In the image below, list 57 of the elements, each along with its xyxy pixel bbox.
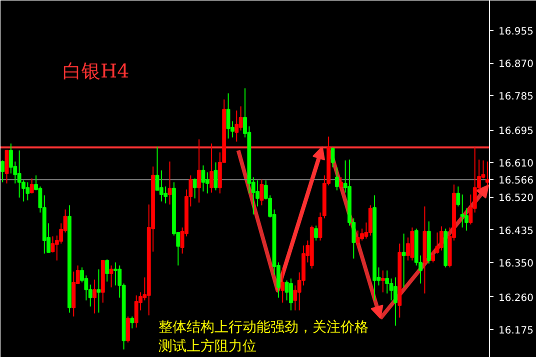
candlestick bbox=[109, 264, 114, 288]
candlestick bbox=[460, 194, 464, 228]
candlestick bbox=[155, 146, 160, 191]
candlestick bbox=[96, 268, 101, 314]
candlestick bbox=[30, 178, 34, 194]
candlestick bbox=[50, 236, 55, 253]
y-tick-label: 16.695 bbox=[498, 126, 534, 138]
candlestick bbox=[334, 166, 339, 191]
candlestick bbox=[4, 150, 9, 184]
y-tick-label: 16.260 bbox=[498, 292, 534, 304]
candlestick bbox=[318, 212, 322, 242]
candlestick bbox=[192, 178, 197, 199]
candlestick bbox=[389, 278, 394, 301]
candlestick bbox=[197, 138, 201, 204]
candlestick bbox=[234, 110, 239, 142]
candlestick bbox=[168, 161, 172, 205]
candlestick bbox=[210, 143, 214, 194]
candlestick bbox=[205, 172, 210, 194]
candlestick bbox=[92, 279, 96, 314]
candlestick bbox=[17, 150, 22, 198]
annotation: 整体结构上行动能强劲，关注价格测试上方阻力位 bbox=[158, 319, 368, 354]
candlestick bbox=[485, 161, 490, 186]
candlestick bbox=[238, 106, 243, 131]
candlestick bbox=[402, 233, 406, 288]
candlestick bbox=[435, 232, 440, 254]
y-tick-label: 16.175 bbox=[498, 326, 534, 337]
candlestick bbox=[314, 225, 318, 242]
candlestick bbox=[0, 160, 5, 183]
candlestick bbox=[26, 182, 30, 201]
candlestick bbox=[130, 316, 134, 329]
candlestick bbox=[105, 258, 110, 282]
candlestick bbox=[260, 179, 264, 206]
y-tick-label: 16.785 bbox=[498, 92, 534, 103]
y-tick-label: 16.435 bbox=[498, 226, 534, 237]
candlestick bbox=[356, 230, 360, 248]
candlestick bbox=[201, 164, 206, 192]
text: 白银H4 bbox=[62, 60, 130, 82]
candlestick bbox=[289, 278, 293, 311]
ref-line-label: 16.566 bbox=[498, 176, 534, 187]
candlestick bbox=[394, 276, 398, 326]
candlestick bbox=[385, 270, 390, 294]
candlestick bbox=[134, 294, 138, 328]
candlestick bbox=[456, 186, 460, 207]
candlestick bbox=[380, 270, 385, 293]
candlestick bbox=[439, 226, 444, 252]
candlestick bbox=[339, 176, 344, 191]
y-tick-label: 16.350 bbox=[498, 258, 534, 270]
y-tick-label: 16.870 bbox=[498, 59, 534, 70]
candlestick bbox=[330, 146, 335, 168]
candlestick bbox=[431, 250, 436, 263]
candlestick bbox=[113, 262, 118, 286]
candlestick bbox=[280, 268, 285, 304]
candlestick bbox=[126, 316, 130, 344]
y-tick-label: 16.610 bbox=[498, 158, 534, 170]
y-tick-label: 16.520 bbox=[498, 193, 534, 204]
candlestick bbox=[159, 170, 164, 202]
y-tick-label: 16.955 bbox=[498, 26, 534, 38]
